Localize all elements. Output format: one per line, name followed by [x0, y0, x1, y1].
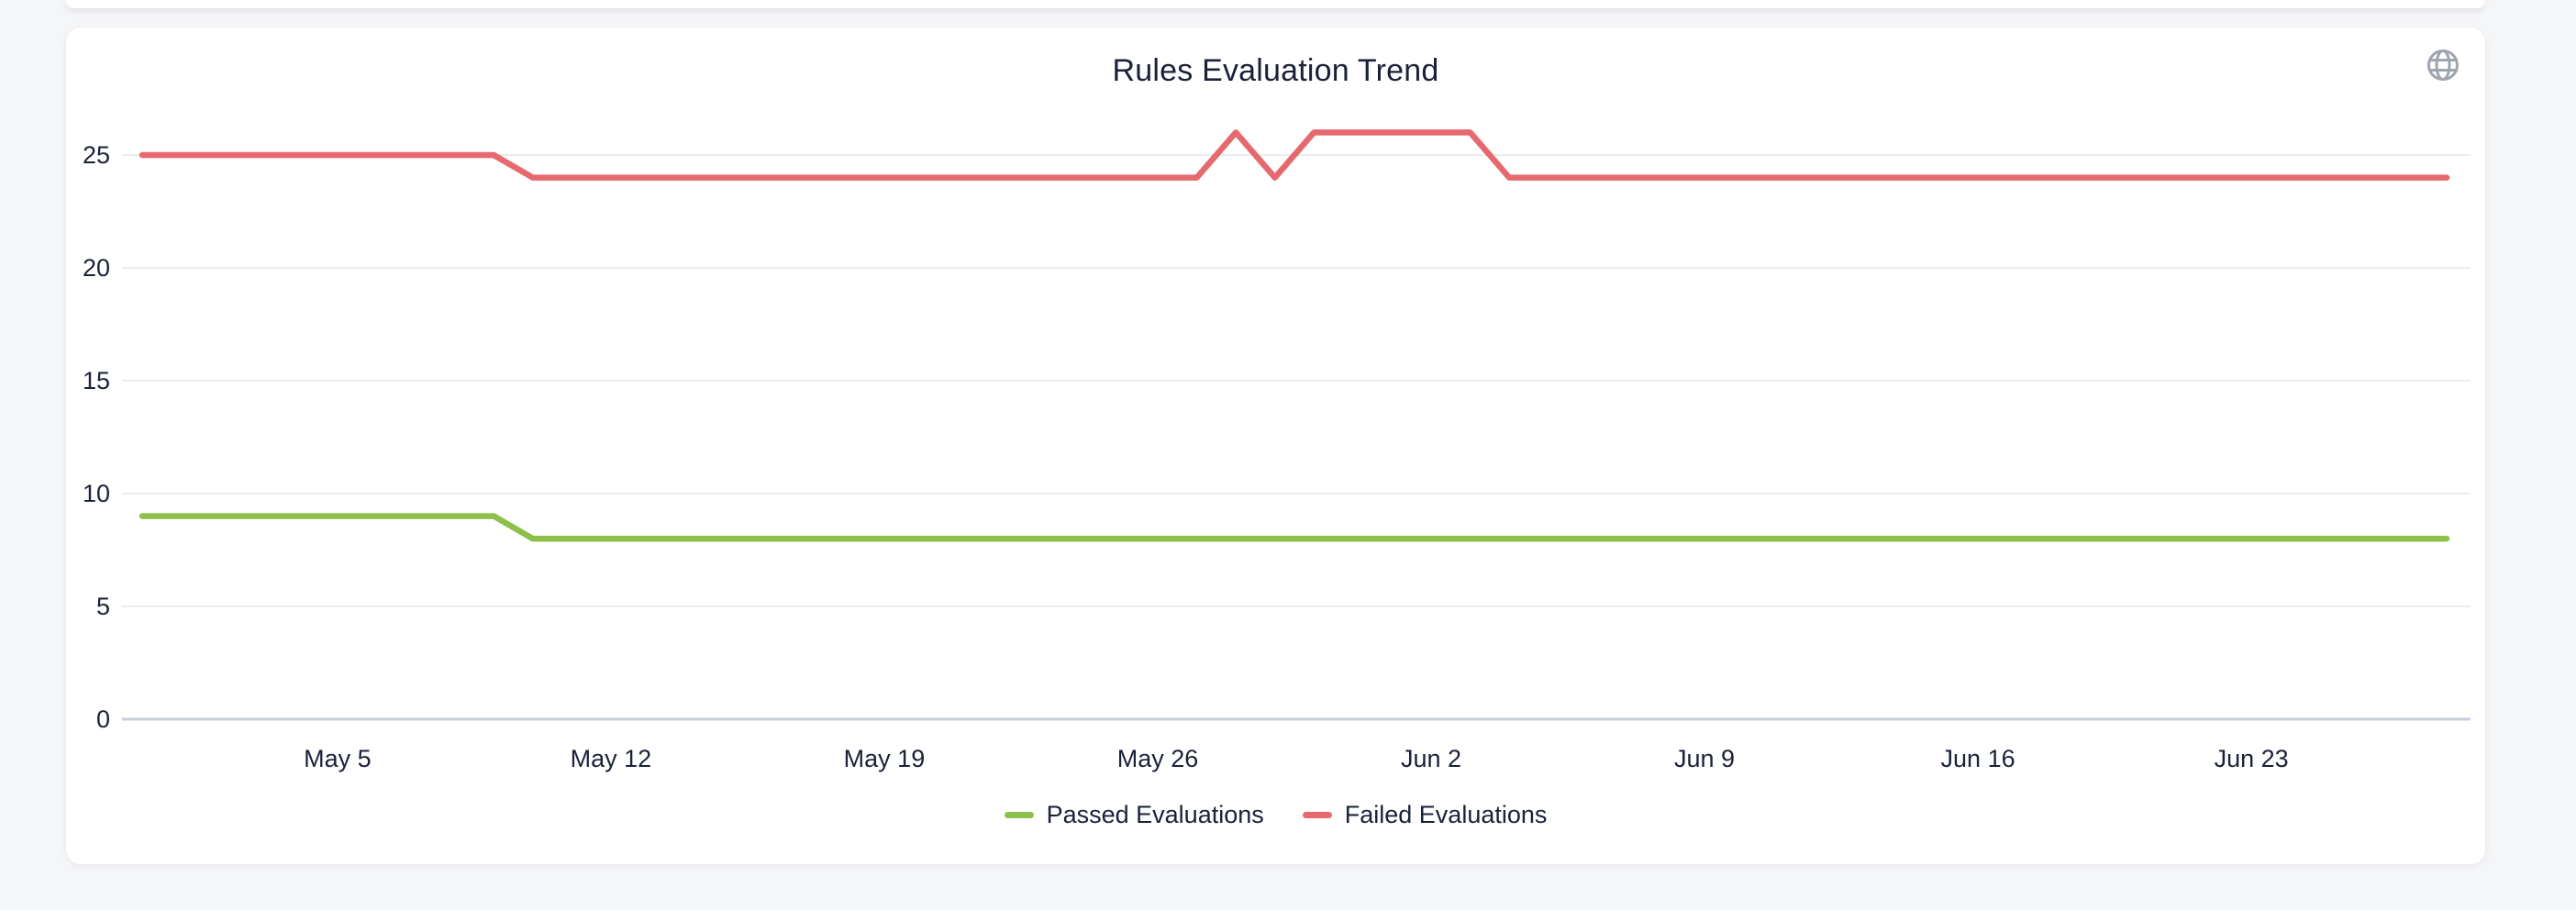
- legend-item-failed-evaluations[interactable]: Failed Evaluations: [1302, 800, 1548, 829]
- y-axis-tick-label: 0: [96, 705, 110, 733]
- x-axis-tick-label: May 12: [571, 745, 652, 772]
- legend-item-passed-evaluations[interactable]: Passed Evaluations: [1004, 800, 1264, 829]
- y-axis-tick-label: 10: [83, 480, 110, 507]
- failed-evaluations-line: [139, 129, 2450, 181]
- legend-label-passed: Passed Evaluations: [1046, 800, 1264, 828]
- y-axis-tick-label: 5: [96, 593, 110, 620]
- legend-label-failed: Failed Evaluations: [1344, 800, 1548, 828]
- chart-card: [66, 28, 2485, 864]
- x-axis-tick-label: May 5: [304, 745, 372, 772]
- chart-title: Rules Evaluation Trend: [1112, 53, 1439, 88]
- x-axis-tick-label: Jun 23: [2215, 745, 2289, 772]
- legend-marker-passed-icon: [1004, 811, 1034, 818]
- legend-marker-failed-icon: [1302, 811, 1332, 818]
- x-axis-tick-label: Jun 2: [1401, 745, 1461, 772]
- y-axis-tick-label: 25: [83, 141, 110, 169]
- card-above-fragment: [66, 0, 2485, 8]
- passed-evaluations-line: [139, 513, 2450, 542]
- y-axis-tick-label: 15: [83, 367, 110, 394]
- chart-legend: Passed Evaluations Failed Evaluations: [66, 796, 2485, 833]
- x-axis-tick-label: May 26: [1117, 745, 1199, 772]
- x-axis-tick-label: May 19: [844, 745, 926, 772]
- x-axis-tick-label: Jun 16: [1941, 745, 2015, 772]
- globe-icon[interactable]: [2426, 48, 2460, 83]
- y-axis-tick-label: 20: [83, 254, 110, 282]
- x-axis-tick-label: Jun 9: [1674, 745, 1735, 772]
